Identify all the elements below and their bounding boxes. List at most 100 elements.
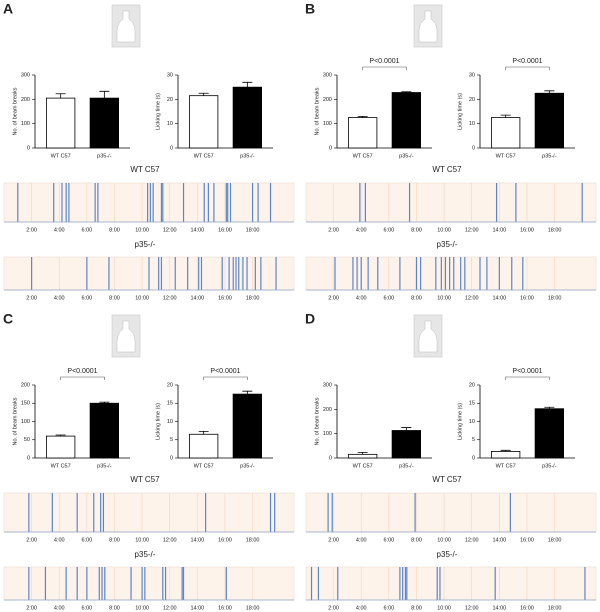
y-tick-label: 100 [21, 121, 30, 127]
error-bar [55, 93, 66, 99]
x-tick-label: 18:00 [246, 537, 260, 543]
p-value: P<0.0001 [369, 58, 399, 65]
y-axis-label: Licking time (s) [457, 403, 463, 440]
x-tick-label: 14:00 [492, 295, 506, 301]
p-value: P<0.0001 [210, 368, 240, 375]
y-tick-label: 100 [323, 121, 332, 127]
error-bar [544, 90, 555, 94]
x-tick-label: WT C57 [496, 153, 516, 159]
error-bar [198, 430, 209, 435]
bar [232, 393, 263, 459]
y-tick-label: 30 [167, 72, 173, 78]
x-tick-label: 12:00 [465, 295, 479, 301]
raster-title: p35-/- [135, 240, 156, 249]
error-bar [198, 92, 209, 96]
y-tick-label: 10 [469, 121, 475, 127]
x-tick-label: p35-/- [399, 153, 414, 159]
y-tick-label: 30 [469, 72, 475, 78]
y-axis-label: Licking time (s) [457, 93, 463, 130]
y-tick-label: 100 [21, 419, 30, 425]
x-tick-label: WT C57 [194, 463, 214, 469]
y-axis-label: Licking time (s) [155, 403, 161, 440]
x-tick-label: 16:00 [218, 295, 232, 301]
y-tick-label: 200 [21, 382, 30, 388]
y-tick-label: 100 [323, 431, 332, 437]
y-tick-label: 150 [21, 401, 30, 407]
y-axis-label: No. of beam breaks [12, 87, 18, 135]
y-axis-label: No. of beam breaks [12, 397, 18, 445]
bar [188, 95, 219, 149]
y-tick-label: 200 [323, 97, 332, 103]
x-tick-label: 6:00 [383, 537, 394, 543]
x-tick-label: 2:00 [26, 295, 37, 301]
raster-background [305, 182, 597, 223]
x-tick-label: 16:00 [218, 537, 232, 543]
y-tick-label: 200 [323, 407, 332, 413]
x-tick-label: p35-/- [97, 463, 112, 469]
x-tick-label: 12:00 [465, 537, 479, 543]
y-tick-label: 0 [329, 455, 332, 461]
p-value: P<0.0001 [67, 368, 97, 375]
raster-background [305, 256, 597, 291]
x-tick-label: 2:00 [328, 295, 339, 301]
y-tick-label: 10 [167, 419, 173, 425]
x-tick-label: 4:00 [54, 605, 65, 611]
y-tick-label: 300 [323, 72, 332, 78]
x-tick-label: 6:00 [383, 295, 394, 301]
x-tick-label: 12:00 [163, 295, 177, 301]
x-tick-label: 8:00 [411, 227, 422, 233]
x-tick-label: 10:00 [135, 605, 149, 611]
raster-title: WT C57 [130, 475, 160, 484]
bar [89, 97, 119, 149]
x-tick-label: 18:00 [246, 295, 260, 301]
x-tick-label: WT C57 [496, 463, 516, 469]
bottle-shape [418, 320, 438, 353]
x-tick-label: p35-/- [542, 153, 557, 159]
y-tick-label: 0 [472, 455, 475, 461]
x-tick-label: 14:00 [492, 537, 506, 543]
y-tick-label: 50 [24, 437, 30, 443]
x-tick-label: 2:00 [26, 605, 37, 611]
y-tick-label: 300 [21, 72, 30, 78]
x-tick-label: 12:00 [465, 227, 479, 233]
error-bar [357, 115, 368, 118]
x-tick-label: 6:00 [81, 227, 92, 233]
raster-background [305, 566, 597, 601]
panel-letter: C [3, 311, 13, 327]
x-tick-label: 4:00 [356, 537, 367, 543]
x-tick-label: 18:00 [548, 295, 562, 301]
x-tick-label: 4:00 [356, 295, 367, 301]
y-tick-label: 0 [27, 145, 30, 151]
x-tick-label: 18:00 [246, 227, 260, 233]
bar [534, 92, 564, 149]
panel-letter: B [305, 1, 315, 17]
x-tick-label: 2:00 [328, 605, 339, 611]
x-tick-label: p35-/- [399, 463, 414, 469]
y-tick-label: 200 [21, 97, 30, 103]
raster-title: p35-/- [437, 550, 458, 559]
x-tick-label: 16:00 [520, 227, 534, 233]
x-tick-label: 18:00 [548, 605, 562, 611]
bottle-shape [116, 320, 136, 353]
raster-background [3, 566, 295, 601]
x-tick-label: 10:00 [135, 227, 149, 233]
y-tick-label: 20 [167, 97, 173, 103]
significance-bracket [505, 66, 550, 70]
y-tick-label: 20 [469, 382, 475, 388]
bottle-shape [116, 10, 136, 43]
error-bar [357, 452, 368, 455]
y-tick-label: 0 [329, 145, 332, 151]
x-tick-label: 12:00 [163, 537, 177, 543]
raster-title: p35-/- [437, 240, 458, 249]
x-tick-label: 8:00 [109, 295, 120, 301]
error-bar [500, 114, 511, 118]
bar [347, 117, 378, 149]
y-tick-label: 20 [469, 97, 475, 103]
error-bar [242, 390, 253, 395]
bar [534, 408, 564, 459]
x-tick-label: 2:00 [328, 227, 339, 233]
x-tick-label: 8:00 [411, 605, 422, 611]
error-bar [401, 427, 412, 431]
x-tick-label: 4:00 [54, 227, 65, 233]
y-tick-label: 5 [170, 437, 173, 443]
